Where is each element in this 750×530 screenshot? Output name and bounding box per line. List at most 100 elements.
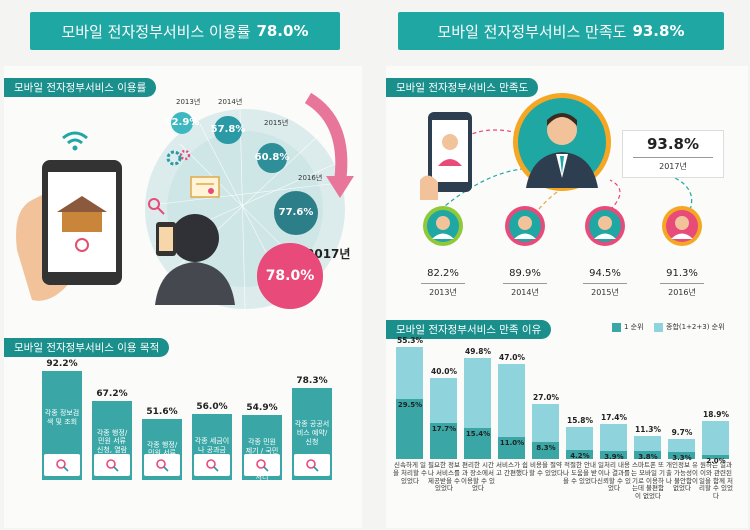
usage-bubble: 52.9% bbox=[165, 111, 199, 135]
reason-label: 편리한 시간과 장소에서 이용할 수 있었다 bbox=[460, 461, 496, 493]
reason-first-bar bbox=[702, 454, 729, 459]
reason-label: 적절한 안내나 도움을 받을 수 있었다 bbox=[562, 461, 598, 485]
reason-first-bar bbox=[532, 442, 559, 459]
reason-total-value: 40.0% bbox=[430, 366, 458, 376]
satisfaction-value: 91.3% bbox=[666, 268, 698, 279]
pink-arrow bbox=[304, 92, 354, 198]
reason-heading: 모바일 전자정부서비스 만족 이유 bbox=[386, 320, 552, 339]
reason-label: 일처리 내용이나 결과를 신뢰할 수 있었다 bbox=[596, 461, 632, 493]
legend-total-label: 종합(1+2+3) 순위 bbox=[666, 323, 725, 331]
usage-heading: 모바일 전자정부서비스 이용률 bbox=[4, 78, 157, 97]
people-talk-icon bbox=[244, 454, 280, 476]
satisfaction-value: 94.5% bbox=[589, 268, 621, 279]
overall-satisfaction-divider bbox=[633, 157, 713, 158]
purpose-bar-value: 56.0% bbox=[196, 402, 228, 413]
overall-satisfaction-value: 93.8% bbox=[646, 135, 700, 153]
satisfaction-avatar bbox=[662, 206, 702, 246]
wifi-icon bbox=[62, 131, 88, 151]
reason-total-value: 9.7% bbox=[671, 428, 693, 438]
satisfaction-value: 82.2% bbox=[427, 268, 459, 279]
reason-first-value: 3.3% bbox=[672, 454, 692, 463]
legend-total-swatch bbox=[654, 323, 663, 332]
satisfaction-divider bbox=[660, 283, 704, 284]
right-banner-title: 모바일 전자정부서비스 만족도 bbox=[437, 22, 627, 41]
purpose-bar-label: 각종 정보검색 및 조회 bbox=[44, 409, 80, 427]
satisfaction-year: 2016년 bbox=[668, 288, 696, 297]
purpose-bar-value: 92.2% bbox=[46, 359, 78, 370]
reason-total-bar bbox=[702, 420, 729, 459]
reason-first-bar bbox=[464, 427, 491, 459]
reason-total-value: 18.9% bbox=[702, 409, 730, 419]
reason-first-bar bbox=[566, 450, 593, 459]
right-banner: 모바일 전자정부서비스 만족도 93.8% bbox=[398, 12, 724, 50]
reason-first-bar bbox=[396, 399, 423, 459]
reason-label: 신속하게 일을 처리할 수 있었다 bbox=[392, 461, 428, 485]
certificate-icon bbox=[190, 176, 220, 198]
businessman-avatar bbox=[513, 93, 611, 191]
purpose-bar-label: 각종 공공서비스 예약/신청 bbox=[294, 420, 330, 446]
reason-label: 개인정보 유출 가능성이나 불안함이 없었다 bbox=[666, 461, 698, 493]
touch-icon bbox=[294, 454, 330, 476]
reason-first-value: 29.5% bbox=[397, 401, 423, 410]
person-illustration bbox=[155, 214, 235, 305]
video-call-phone-icon bbox=[420, 112, 472, 200]
gear-icon bbox=[166, 149, 191, 166]
satisfaction-year: 2015년 bbox=[591, 288, 619, 297]
phone-illustration bbox=[16, 160, 122, 301]
satisfaction-avatar bbox=[585, 206, 625, 246]
reason-first-bar bbox=[668, 452, 695, 459]
reason-first-value: 3.9% bbox=[604, 453, 624, 462]
purpose-bar-value: 78.3% bbox=[296, 375, 328, 386]
reason-total-value: 15.8% bbox=[566, 416, 594, 425]
usage-bubble-year: 2015년 bbox=[264, 119, 289, 127]
satisfaction-year: 2013년 bbox=[429, 288, 457, 297]
reason-total-value: 49.8% bbox=[464, 347, 492, 357]
reason-first-bar bbox=[430, 423, 457, 459]
satisfaction-divider bbox=[503, 283, 547, 284]
reason-label: 스마트폰 또는 모바일 기기로 이용하는데 불편함이 없었다 bbox=[630, 461, 666, 501]
usage-bubble: 78.0% bbox=[257, 243, 323, 309]
satisfaction-avatar bbox=[423, 206, 463, 246]
reason-label: 필요한 정보나 서비스를 제공받을 수 있었다 bbox=[428, 461, 460, 493]
satisfaction-heading: 모바일 전자정부서비스 만족도 bbox=[386, 78, 539, 97]
reason-total-value: 11.3% bbox=[634, 425, 662, 435]
purpose-bar-value: 51.6% bbox=[146, 407, 178, 418]
reason-first-value: 11.0% bbox=[499, 438, 525, 447]
reason-first-bar bbox=[600, 451, 627, 459]
magnifier-icon bbox=[44, 454, 80, 476]
left-banner: 모바일 전자정부서비스 이용률 78.0% bbox=[30, 12, 340, 50]
purpose-heading: 모바일 전자정부서비스 이용 목적 bbox=[4, 338, 170, 357]
reason-label: 서비스가 쉽고 간편했다 bbox=[496, 461, 528, 477]
overall-satisfaction-year: 2017년 bbox=[659, 162, 687, 171]
satisfaction-year: 2014년 bbox=[511, 288, 539, 297]
satisfaction-value: 89.9% bbox=[509, 268, 541, 279]
reason-total-value: 55.3% bbox=[396, 336, 424, 345]
reason-total-value: 17.4% bbox=[600, 412, 628, 422]
satisfaction-divider bbox=[583, 283, 627, 284]
reason-total-value: 27.0% bbox=[532, 393, 560, 403]
usage-bubble: 57.8% bbox=[211, 116, 245, 144]
reason-total-value: 47.0% bbox=[498, 352, 526, 362]
right-banner-value: 93.8% bbox=[632, 22, 685, 40]
usage-bubble: 77.6% bbox=[273, 190, 319, 236]
reason-label: 원하는 일과 이와 관련된 일을 함께 처리할 수 있었다 bbox=[698, 461, 734, 501]
purpose-bar-value: 67.2% bbox=[96, 388, 128, 399]
satisfaction-divider bbox=[421, 283, 465, 284]
pencil-icon bbox=[144, 454, 180, 476]
overall-satisfaction-box: 93.8% 2017년 bbox=[622, 130, 724, 178]
legend-first-swatch bbox=[612, 323, 621, 332]
reason-first-bar bbox=[634, 451, 661, 459]
reason-first-value: 15.4% bbox=[465, 429, 491, 438]
left-banner-value: 78.0% bbox=[256, 22, 309, 40]
reason-first-value: 2.0% bbox=[706, 456, 726, 465]
left-banner-title: 모바일 전자정부서비스 이용률 bbox=[61, 22, 251, 41]
satisfaction-avatar bbox=[505, 206, 545, 246]
reason-label: 비용을 절약할 수 있었다 bbox=[528, 461, 564, 477]
legend-first-label: 1 순위 bbox=[624, 323, 644, 331]
money-icon bbox=[194, 454, 230, 476]
reason-first-value: 8.3% bbox=[536, 444, 556, 453]
usage-bubble: 60.8% bbox=[255, 143, 289, 173]
usage-bubble-year: 2016년 bbox=[298, 174, 323, 182]
usage-bubble-year: 2014년 bbox=[218, 98, 243, 106]
reason-first-value: 4.2% bbox=[570, 452, 590, 461]
